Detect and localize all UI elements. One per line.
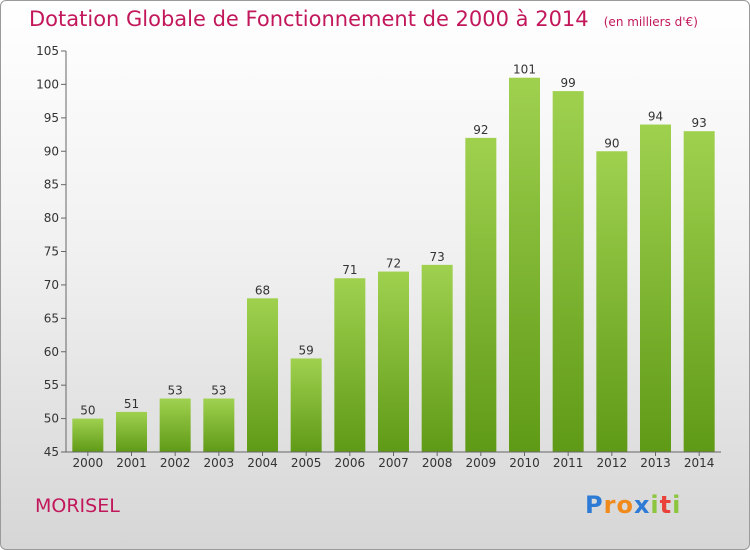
y-tick-label: 65 <box>44 311 59 325</box>
y-tick-label: 95 <box>44 111 59 125</box>
x-tick-label: 2003 <box>204 456 235 470</box>
chart-title: Dotation Globale de Fonctionnement de 20… <box>29 7 698 31</box>
bar <box>334 278 366 452</box>
x-tick-label: 2009 <box>466 456 497 470</box>
x-tick-label: 2008 <box>422 456 453 470</box>
x-tick-label: 2014 <box>684 456 715 470</box>
bar <box>640 124 671 453</box>
data-label: 59 <box>299 343 314 357</box>
data-label: 73 <box>430 250 445 264</box>
commune-name: MORISEL <box>35 495 120 517</box>
bar <box>203 398 235 452</box>
logo-letter: o <box>616 491 634 519</box>
bar <box>683 131 715 452</box>
bar <box>378 271 409 452</box>
bar <box>596 151 628 452</box>
bar <box>421 264 453 452</box>
y-tick-label: 90 <box>44 144 59 158</box>
logo-letter: t <box>659 491 673 519</box>
x-tick-label: 2004 <box>247 456 278 470</box>
x-tick-label: 2005 <box>291 456 322 470</box>
bar <box>116 411 147 452</box>
data-label: 68 <box>255 283 270 297</box>
bars: 50 51 53 53 68 59 71 72 73 92 101 99 90 94 93 <box>72 63 715 453</box>
x-tick-label: 2010 <box>509 456 540 470</box>
x-tick-label: 2001 <box>116 456 147 470</box>
data-label: 90 <box>604 136 619 150</box>
y-tick-label: 75 <box>44 245 59 259</box>
x-tick-label: 2000 <box>73 456 104 470</box>
data-label: 92 <box>473 123 488 137</box>
unit-note: (en milliers d'€) <box>603 15 698 29</box>
bar <box>290 358 322 452</box>
y-tick-label: 50 <box>44 412 59 426</box>
data-label: 99 <box>561 76 576 90</box>
y-tick-label: 70 <box>44 278 59 292</box>
bar <box>465 137 497 452</box>
bar <box>509 77 540 452</box>
x-tick-label: 2007 <box>378 456 409 470</box>
logo-letter: i <box>650 491 660 519</box>
data-label: 53 <box>168 384 183 398</box>
x-tick-label: 2012 <box>597 456 628 470</box>
chart-title-text: Dotation Globale de Fonctionnement de 20… <box>29 7 589 31</box>
data-label: 50 <box>80 404 95 418</box>
logo-letter: x <box>633 491 651 519</box>
y-tick-label: 60 <box>44 345 59 359</box>
bar <box>72 418 104 452</box>
x-tick-label: 2011 <box>553 456 584 470</box>
data-label: 101 <box>513 63 536 77</box>
data-label: 53 <box>211 384 226 398</box>
logo-letter: P <box>585 491 604 519</box>
data-label: 51 <box>124 397 139 411</box>
y-tick-label: 100 <box>36 77 59 91</box>
proxiti-logo[interactable]: Proxiti <box>585 491 681 519</box>
logo-letter: r <box>603 491 617 519</box>
logo-letter: i <box>672 491 682 519</box>
x-axis: 2000 2001 2002 2003 2004 2005 2006 2007 2008 2009… <box>66 451 721 470</box>
y-axis: 45 50 55 60 65 70 75 80 85 90 95 100 105 <box>36 44 67 459</box>
data-label: 94 <box>648 110 663 124</box>
y-tick-label: 80 <box>44 211 59 225</box>
x-tick-label: 2006 <box>335 456 366 470</box>
bar <box>552 91 584 452</box>
x-tick-label: 2002 <box>160 456 191 470</box>
y-tick-label: 85 <box>44 178 59 192</box>
bar <box>247 298 278 452</box>
x-tick-label: 2013 <box>640 456 671 470</box>
y-tick-label: 105 <box>36 44 59 58</box>
data-label: 72 <box>386 257 401 271</box>
y-tick-label: 45 <box>44 445 59 459</box>
y-tick-label: 55 <box>44 378 59 392</box>
bar <box>159 398 191 452</box>
data-label: 93 <box>692 116 707 130</box>
data-label: 71 <box>342 263 357 277</box>
